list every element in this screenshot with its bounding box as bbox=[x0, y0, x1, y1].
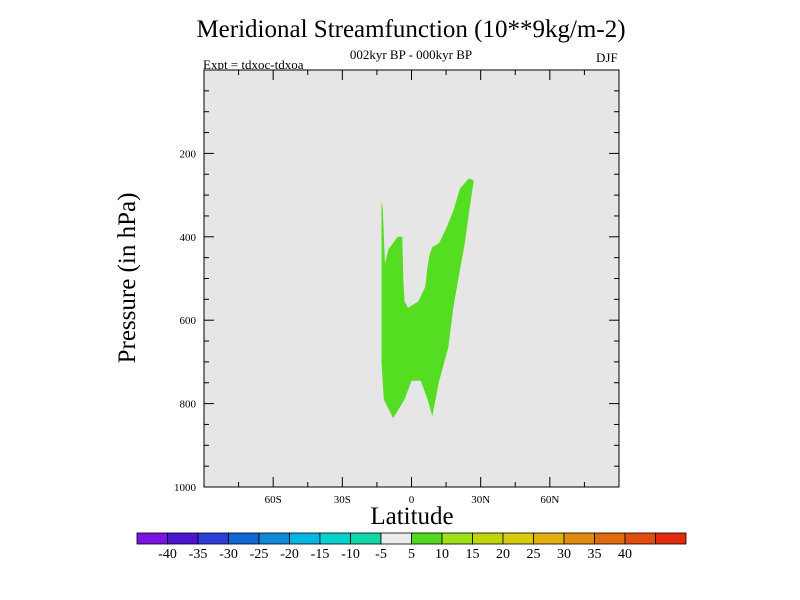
y-tick-label: 600 bbox=[180, 315, 197, 327]
colorbar-label: -10 bbox=[341, 547, 360, 562]
y-tick-label: 200 bbox=[180, 148, 197, 160]
colorbar-label: 35 bbox=[588, 547, 602, 562]
x-tick-label: 60S bbox=[265, 494, 282, 506]
y-tick-label: 800 bbox=[180, 399, 197, 411]
colorbar-swatch bbox=[411, 532, 443, 545]
axis-ticks: 200 400 600 800 1000 60S 30S 0 30N 60N bbox=[174, 70, 619, 506]
colorbar-label: 10 bbox=[435, 547, 449, 562]
colorbar-swatch bbox=[228, 532, 260, 545]
x-tick-label: 30N bbox=[471, 494, 490, 506]
colorbar: -40 -35 -30 -25 -20 -15 -10 -5 5 10 15 20 25 30 35 40 bbox=[136, 532, 687, 562]
colorbar-label: -20 bbox=[280, 547, 299, 562]
contour-regions bbox=[381, 178, 474, 419]
chart-subtitle: 002kyr BP - 000kyr BP bbox=[349, 47, 473, 62]
colorbar-swatch bbox=[319, 532, 351, 545]
y-tick-label: 1000 bbox=[174, 482, 197, 494]
x-tick-label: 0 bbox=[409, 494, 415, 506]
colorbar-swatch bbox=[441, 532, 473, 545]
colorbar-swatch bbox=[533, 532, 565, 545]
experiment-label: Expt = tdxoc-tdxoa bbox=[203, 57, 304, 72]
colorbar-swatch bbox=[197, 532, 229, 545]
colorbar-swatch bbox=[472, 532, 504, 545]
colorbar-label: 5 bbox=[408, 547, 415, 562]
colorbar-label: 40 bbox=[618, 547, 632, 562]
colorbar-label: -25 bbox=[250, 547, 269, 562]
contour-region-0 bbox=[381, 178, 474, 419]
y-tick-label: 400 bbox=[180, 232, 197, 244]
colorbar-swatch bbox=[167, 532, 199, 545]
colorbar-label: 30 bbox=[557, 547, 571, 562]
colorbar-label: -35 bbox=[189, 547, 208, 562]
colorbar-label: 25 bbox=[527, 547, 541, 562]
colorbar-label: 20 bbox=[496, 547, 510, 562]
colorbar-label: -15 bbox=[311, 547, 330, 562]
season-label: DJF bbox=[596, 50, 618, 65]
x-tick-label: 30S bbox=[334, 494, 351, 506]
x-axis-title: Latitude bbox=[370, 503, 454, 530]
colorbar-swatch bbox=[594, 532, 626, 545]
colorbar-swatch bbox=[624, 532, 656, 545]
colorbar-swatch bbox=[136, 532, 168, 545]
colorbar-label: -30 bbox=[219, 547, 238, 562]
colorbar-label: 15 bbox=[466, 547, 480, 562]
colorbar-swatch bbox=[563, 532, 595, 545]
plot-background bbox=[204, 70, 619, 487]
colorbar-swatch bbox=[380, 532, 412, 545]
colorbar-swatch bbox=[502, 532, 534, 545]
colorbar-label: -5 bbox=[375, 547, 387, 562]
colorbar-swatch bbox=[289, 532, 321, 545]
chart-title: Meridional Streamfunction (10**9kg/m-2) bbox=[196, 16, 626, 43]
colorbar-label: -40 bbox=[158, 547, 177, 562]
colorbar-swatch bbox=[258, 532, 290, 545]
colorbar-swatch bbox=[655, 532, 687, 545]
colorbar-swatch bbox=[350, 532, 382, 545]
plot-frame bbox=[203, 69, 620, 488]
x-tick-label: 60N bbox=[540, 494, 559, 506]
